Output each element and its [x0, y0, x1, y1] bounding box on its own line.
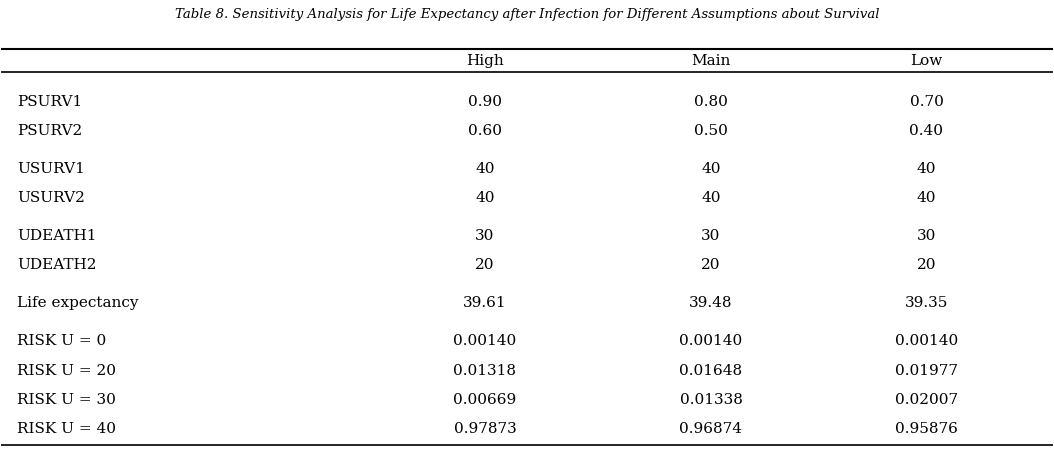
- Text: 40: 40: [701, 191, 721, 205]
- Text: 0.01648: 0.01648: [680, 364, 742, 377]
- Text: 0.90: 0.90: [468, 95, 502, 109]
- Text: Table 8. Sensitivity Analysis for Life Expectancy after Infection for Different : Table 8. Sensitivity Analysis for Life E…: [175, 9, 879, 21]
- Text: PSURV2: PSURV2: [17, 124, 82, 138]
- Text: 30: 30: [475, 229, 494, 243]
- Text: 40: 40: [917, 162, 936, 176]
- Text: USURV2: USURV2: [17, 191, 85, 205]
- Text: UDEATH2: UDEATH2: [17, 258, 97, 272]
- Text: 39.48: 39.48: [689, 296, 733, 310]
- Text: 40: 40: [917, 191, 936, 205]
- Text: 0.00669: 0.00669: [453, 393, 516, 407]
- Text: 0.50: 0.50: [694, 124, 728, 138]
- Text: RISK U = 40: RISK U = 40: [17, 422, 116, 436]
- Text: 0.00140: 0.00140: [680, 334, 743, 348]
- Text: 40: 40: [701, 162, 721, 176]
- Text: PSURV1: PSURV1: [17, 95, 82, 109]
- Text: RISK U = 20: RISK U = 20: [17, 364, 116, 377]
- Text: Main: Main: [691, 54, 730, 69]
- Text: 30: 30: [917, 229, 936, 243]
- Text: 0.02007: 0.02007: [895, 393, 958, 407]
- Text: RISK U = 30: RISK U = 30: [17, 393, 116, 407]
- Text: 20: 20: [475, 258, 494, 272]
- Text: 0.60: 0.60: [468, 124, 502, 138]
- Text: RISK U = 0: RISK U = 0: [17, 334, 106, 348]
- Text: Life expectancy: Life expectancy: [17, 296, 139, 310]
- Text: 20: 20: [917, 258, 936, 272]
- Text: 0.01318: 0.01318: [453, 364, 516, 377]
- Text: 0.00140: 0.00140: [453, 334, 516, 348]
- Text: 39.61: 39.61: [463, 296, 507, 310]
- Text: High: High: [466, 54, 504, 69]
- Text: 39.35: 39.35: [904, 296, 949, 310]
- Text: 40: 40: [475, 191, 494, 205]
- Text: 0.70: 0.70: [910, 95, 943, 109]
- Text: USURV1: USURV1: [17, 162, 85, 176]
- Text: UDEATH1: UDEATH1: [17, 229, 97, 243]
- Text: 0.80: 0.80: [694, 95, 728, 109]
- Text: 0.95876: 0.95876: [895, 422, 958, 436]
- Text: 0.97873: 0.97873: [453, 422, 516, 436]
- Text: 0.01338: 0.01338: [680, 393, 742, 407]
- Text: 0.96874: 0.96874: [680, 422, 742, 436]
- Text: 0.40: 0.40: [910, 124, 943, 138]
- Text: 0.00140: 0.00140: [895, 334, 958, 348]
- Text: 0.01977: 0.01977: [895, 364, 958, 377]
- Text: Low: Low: [911, 54, 942, 69]
- Text: 30: 30: [701, 229, 721, 243]
- Text: 40: 40: [475, 162, 494, 176]
- Text: 20: 20: [701, 258, 721, 272]
